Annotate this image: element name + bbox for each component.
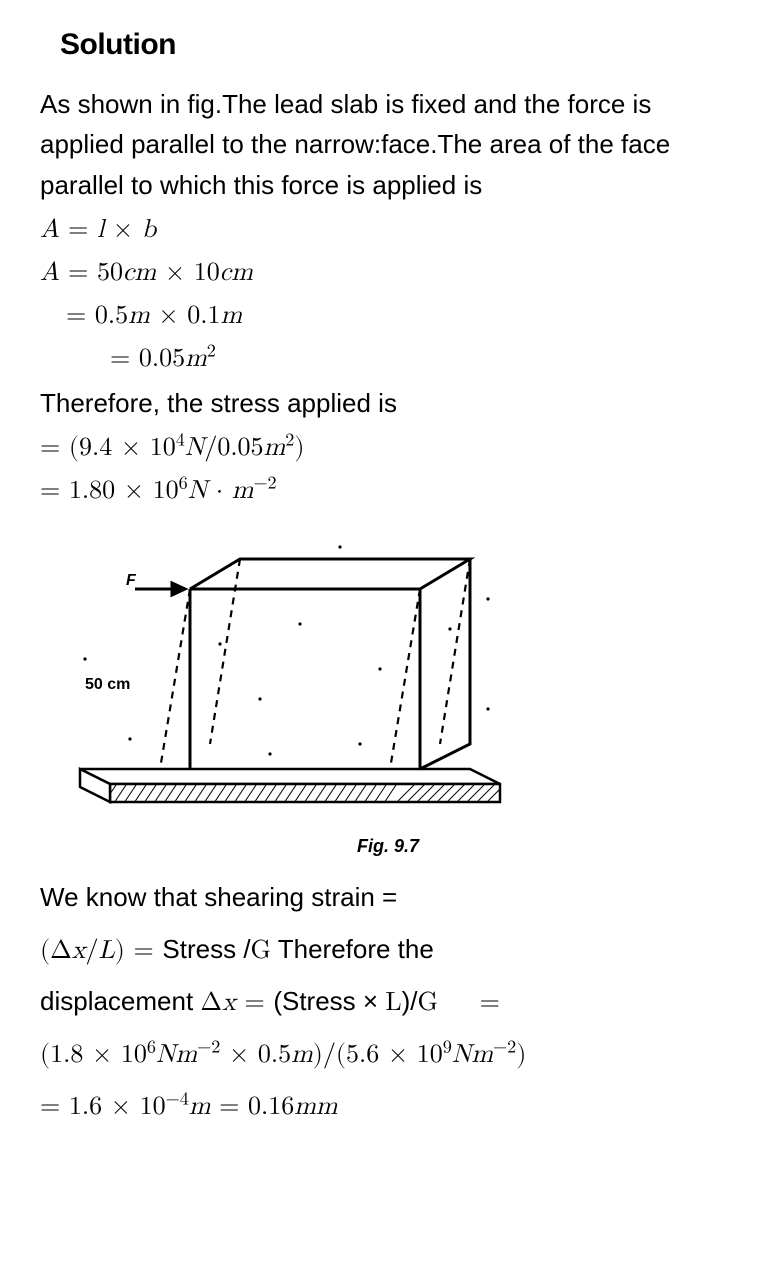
shear-diagram-svg: F 50 cm [40,529,540,829]
figure-caption: Fig. 9.7 [40,836,736,857]
dimension-label: 50 cm [85,676,130,693]
strain-text-2: Stress /G [162,934,271,964]
shearing-strain-paragraph: We know that shearing strain = (Δx/L) = … [40,871,736,1131]
displacement-formula-text: (Stress × L)/G [273,986,438,1016]
equation-area-value: = 0.05m2 [40,340,736,379]
intro-paragraph: As shown in fig.The lead slab is fixed a… [40,84,736,205]
equation-area-formula: A = l × b [40,211,736,250]
stress-intro: Therefore, the stress applied is [40,383,736,423]
equation-stress-fraction: = (9.4 × 104N/0.05m2) [40,429,736,468]
equation-stress-value: = 1.80 × 106N · m−2 [40,472,736,511]
equation-area-m: = 0.5m × 0.1m [40,297,736,336]
equation-displacement-calc: (1.8 × 106Nm−2 × 0.5m)/(5.6 × 109Nm−2) [40,1042,526,1068]
displacement-label: displacement [40,986,200,1016]
force-label: F [126,572,137,589]
strain-text-1: We know that shearing strain = [40,882,397,912]
solution-heading: Solution [60,28,736,62]
equation-area-cm: A = 50cm × 10cm [40,254,736,293]
figure-shear-slab: F 50 cm Fig. 9.7 [40,529,736,857]
equation-displacement-answer: = 1.6 × 10−4m = 0.16mm [40,1094,338,1120]
strain-text-3: Therefore the [278,934,434,964]
